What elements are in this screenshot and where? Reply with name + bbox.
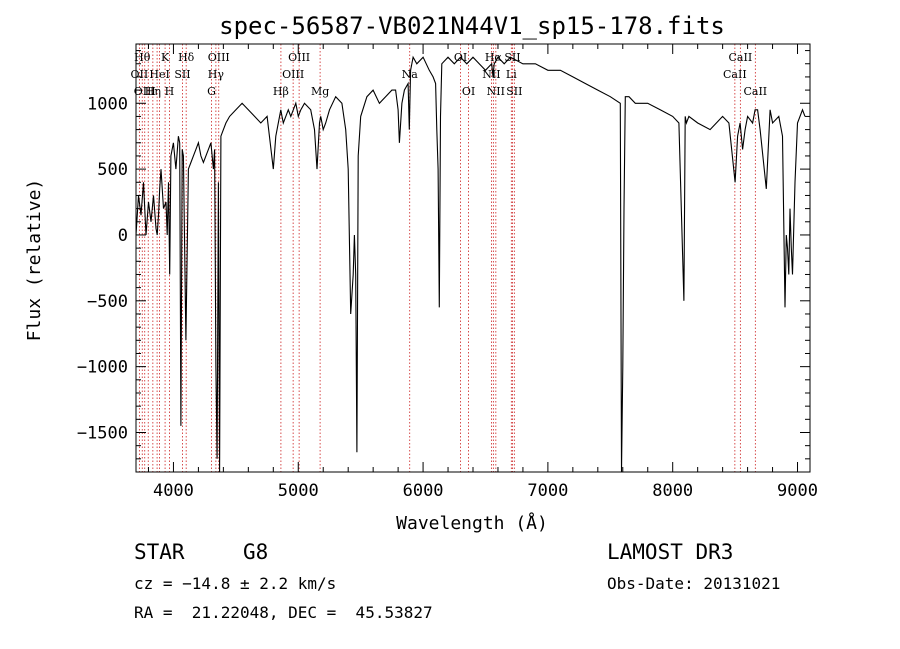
marker-label: G (207, 85, 216, 98)
x-tick-label: 4000 (153, 481, 194, 501)
marker-label: CaII (723, 68, 747, 81)
y-axis-ticks: −1500 −1000 −500 0 500 1000 (77, 50, 810, 460)
x-tick-label: 7000 (527, 481, 568, 501)
obs-date: Obs-Date: 20131021 (607, 574, 781, 593)
marker-label: OII (131, 68, 149, 81)
redshift-readout: cz = −14.8 ± 2.2 km/s (134, 574, 337, 593)
marker-label: K (161, 51, 170, 64)
x-axis-ticks: 4000 5000 6000 7000 8000 9000 (147, 44, 818, 501)
marker-label: Mg (311, 85, 329, 98)
marker-label: HeI (149, 68, 169, 81)
y-tick-label: −1000 (77, 358, 128, 378)
spectrum-series (135, 55, 806, 473)
marker-label: NII (487, 85, 505, 98)
marker-label: Hβ (273, 85, 289, 98)
survey-name: LAMOST DR3 (607, 540, 734, 564)
chart-title: spec-56587-VB021N44V1_sp15-178.fits (219, 12, 725, 40)
marker-label: SII (506, 85, 522, 98)
marker-label: Hδ (178, 51, 195, 64)
object-class: STAR (134, 540, 185, 564)
marker-label: OI (462, 85, 475, 98)
spectrum-chart: spec-56587-VB021N44V1_sp15-178.fits OIIH… (24, 12, 818, 534)
marker-label: Hγ (208, 68, 225, 81)
object-subclass: G8 (243, 540, 269, 564)
y-tick-label: −1500 (77, 423, 128, 443)
marker-label: Hθ (134, 51, 151, 64)
marker-label: Li (506, 68, 517, 81)
x-tick-label: 9000 (777, 481, 818, 501)
marker-label: NII (482, 68, 500, 81)
y-axis-label: Flux (relative) (24, 179, 45, 342)
x-tick-label: 8000 (652, 481, 693, 501)
x-axis-label: Wavelength (Å) (396, 512, 548, 534)
spectrum-line (135, 55, 806, 473)
marker-label: Hα (485, 51, 503, 64)
marker-label: Hη (145, 85, 161, 98)
marker-label: H (165, 85, 175, 98)
y-tick-label: 500 (97, 160, 128, 180)
marker-label: OIII (282, 68, 304, 81)
y-tick-label: 0 (118, 226, 128, 246)
marker-label: Na (402, 68, 419, 81)
marker-label: SII (504, 51, 520, 64)
y-tick-label: −500 (87, 292, 128, 312)
marker-label: OIII (288, 51, 310, 64)
marker-label: CaII (743, 85, 767, 98)
marker-label: CaII (729, 51, 753, 64)
coordinates-readout: RA = 21.22048, DEC = 45.53827 (134, 603, 433, 622)
x-tick-label: 5000 (278, 481, 319, 501)
marker-label: OIII (134, 85, 156, 98)
x-tick-label: 6000 (403, 481, 444, 501)
marker-label: OIII (208, 51, 230, 64)
marker-label: SII (174, 68, 190, 81)
y-tick-label: 1000 (87, 94, 128, 114)
marker-lines (138, 44, 756, 472)
